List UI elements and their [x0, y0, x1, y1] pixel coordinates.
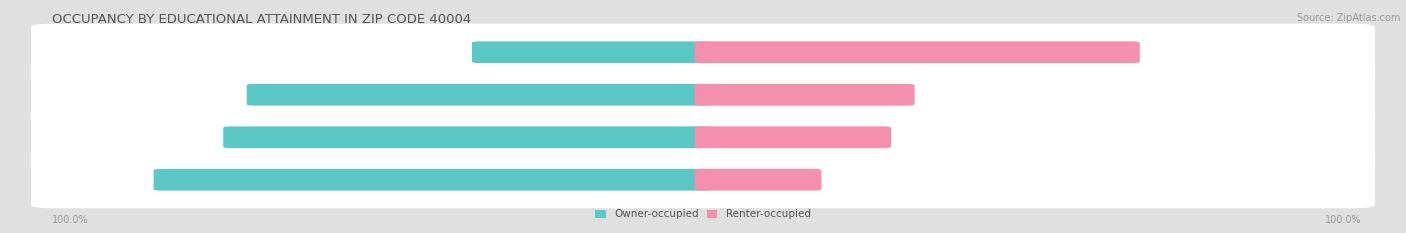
- Text: Source: ZipAtlas.com: Source: ZipAtlas.com: [1298, 13, 1400, 23]
- Text: 68.8%: 68.8%: [605, 90, 636, 100]
- Text: OCCUPANCY BY EDUCATIONAL ATTAINMENT IN ZIP CODE 40004: OCCUPANCY BY EDUCATIONAL ATTAINMENT IN Z…: [52, 13, 471, 26]
- Text: 16.9%: 16.9%: [824, 175, 855, 185]
- Text: 27.6%: 27.6%: [838, 132, 869, 142]
- Text: Bachelor's Degree or higher: Bachelor's Degree or higher: [634, 175, 772, 185]
- Text: 34.2%: 34.2%: [831, 47, 860, 57]
- Legend: Owner-occupied, Renter-occupied: Owner-occupied, Renter-occupied: [595, 209, 811, 219]
- Text: 65.8%: 65.8%: [1087, 47, 1118, 57]
- Text: 100.0%: 100.0%: [52, 215, 89, 225]
- Text: High School Diploma: High School Diploma: [652, 90, 754, 100]
- Text: 83.1%: 83.1%: [512, 175, 543, 185]
- Text: 72.4%: 72.4%: [582, 132, 613, 142]
- Text: 31.2%: 31.2%: [862, 90, 891, 100]
- Text: College/Associate Degree: College/Associate Degree: [641, 132, 765, 142]
- Text: Less than High School: Less than High School: [650, 47, 756, 57]
- Text: 100.0%: 100.0%: [1326, 215, 1362, 225]
